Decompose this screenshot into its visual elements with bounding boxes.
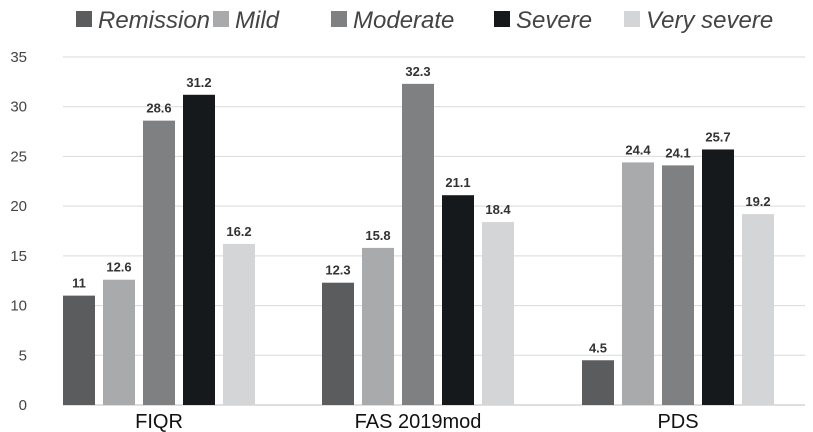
bar-moderate-0 — [143, 120, 175, 406]
bar-severe-1 — [442, 195, 474, 405]
data-label: 4.5 — [589, 340, 607, 355]
legend-swatch — [76, 11, 92, 27]
bar-mild-2 — [622, 162, 654, 405]
x-category-label: FAS 2019mod — [355, 411, 482, 432]
y-tick-label: 10 — [10, 298, 27, 315]
data-label: 16.2 — [226, 224, 251, 239]
bar-very-severe-2 — [742, 214, 774, 405]
data-label: 28.6 — [146, 101, 171, 116]
legend-swatch — [624, 11, 640, 27]
data-label: 12.6 — [106, 260, 131, 275]
data-label: 21.1 — [445, 175, 470, 190]
bar-moderate-2 — [662, 165, 694, 405]
data-label: 24.1 — [665, 145, 690, 160]
bar-remission-2 — [582, 360, 614, 405]
y-tick-label: 0 — [19, 397, 27, 414]
y-tick-label: 15 — [10, 248, 27, 265]
legend-swatch — [494, 11, 510, 27]
bar-mild-1 — [362, 247, 394, 405]
legend-label: Severe — [516, 7, 592, 34]
legend-swatch — [213, 11, 229, 27]
legend-label: Remission — [98, 7, 210, 34]
data-labels: 11 12.3 4.5 12.6 15.8 24.4 28.6 32.3 24.1 31.2 21.… — [72, 64, 771, 355]
data-label: 25.7 — [705, 129, 730, 144]
data-label: 12.3 — [325, 263, 350, 278]
data-label: 11 — [72, 276, 86, 291]
y-tick-label: 35 — [10, 49, 27, 66]
legend-label: Very severe — [646, 7, 773, 34]
x-category-label: PDS — [657, 411, 698, 432]
bar-mild-0 — [103, 279, 135, 405]
data-label: 31.2 — [186, 75, 211, 90]
legend-swatch — [331, 11, 347, 27]
bars — [63, 83, 774, 406]
legend-label: Mild — [235, 7, 280, 34]
y-axis: 0 5 10 15 20 25 30 35 — [10, 49, 27, 414]
data-label: 15.8 — [365, 228, 390, 243]
y-tick-label: 30 — [10, 99, 27, 116]
data-label: 24.4 — [625, 142, 651, 157]
legend: Remission Mild Moderate Severe Very severe — [76, 7, 773, 34]
bar-remission-1 — [322, 282, 354, 405]
y-tick-label: 25 — [10, 148, 27, 165]
legend-label: Moderate — [353, 7, 454, 34]
bar-remission-0 — [63, 295, 95, 405]
bar-very-severe-0 — [223, 243, 255, 405]
x-axis: FIQR FAS 2019mod PDS — [135, 411, 698, 432]
y-tick-label: 5 — [19, 347, 27, 364]
data-label: 32.3 — [405, 64, 430, 79]
bar-severe-2 — [702, 149, 734, 405]
x-category-label: FIQR — [135, 411, 183, 432]
data-label: 19.2 — [745, 194, 770, 209]
bar-very-severe-1 — [482, 222, 514, 405]
bar-moderate-1 — [402, 83, 434, 406]
y-tick-label: 20 — [10, 198, 27, 215]
data-label: 18.4 — [485, 202, 511, 217]
bar-severe-0 — [183, 94, 215, 405]
